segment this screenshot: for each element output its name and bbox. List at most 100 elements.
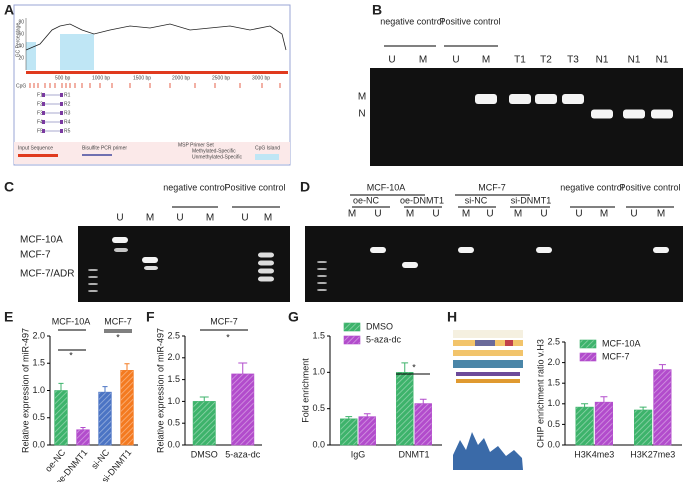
group-label: negative control xyxy=(380,16,444,26)
lane-label: N1 xyxy=(628,55,641,66)
row-label: MCF-10A xyxy=(20,235,63,246)
ruler-label: 500 bp xyxy=(55,75,71,81)
primer xyxy=(60,111,63,115)
y-tick-label: 1.5 xyxy=(312,330,325,340)
primer-label: F3 xyxy=(37,110,43,116)
lane-label: T3 xyxy=(567,55,579,66)
cpg-island xyxy=(26,42,36,70)
y-tick-label: 0.5 xyxy=(312,403,325,413)
row-label: MCF-7/ADR xyxy=(20,269,74,280)
error-bar xyxy=(419,398,427,404)
track xyxy=(456,372,520,376)
y-label: GC Percentage xyxy=(15,23,21,58)
primer xyxy=(42,111,45,115)
gel-band xyxy=(317,261,327,263)
track xyxy=(453,330,523,338)
track xyxy=(505,340,513,346)
gel-band xyxy=(258,252,274,258)
gel-band xyxy=(114,248,128,252)
cell-label: MCF-10A xyxy=(367,182,406,192)
gel-band xyxy=(88,290,98,292)
frame xyxy=(13,4,291,166)
panel-a: GC Percentage 80 60 40 20 500 bp 1000 bp… xyxy=(13,4,291,166)
y-tick-label: 1.0 xyxy=(547,398,560,408)
gel-band xyxy=(535,94,557,104)
gel-band xyxy=(317,282,327,284)
legend-label: MCF-7 xyxy=(602,351,630,361)
bar xyxy=(414,403,432,446)
legend-label: Bisulfite PCR primer xyxy=(82,145,127,151)
bar xyxy=(231,373,255,446)
y-tick: 40 xyxy=(18,43,24,49)
y-tick: 80 xyxy=(18,19,24,25)
x-tick-label: H3K27me3 xyxy=(630,449,675,459)
y-axis-label: CHIP enrichment ratio v.H3 xyxy=(535,339,545,448)
bar xyxy=(396,372,414,446)
gel-band xyxy=(623,109,645,119)
bar xyxy=(594,401,613,446)
lane-label: M xyxy=(657,209,665,220)
gel-band xyxy=(258,260,274,266)
ruler-label: 3000 bp xyxy=(252,75,270,81)
gel-band xyxy=(317,275,327,277)
sequence-bar xyxy=(26,71,288,74)
primer xyxy=(60,120,63,124)
gel-band xyxy=(88,283,98,285)
error-bar xyxy=(658,364,666,370)
gel-band xyxy=(591,109,613,119)
ruler-label: 2000 bp xyxy=(172,75,190,81)
lanes: U M U M T1 T2 T3 N1 N1 N1 xyxy=(388,55,673,119)
y-axis-label: Fold enrichment xyxy=(300,358,310,423)
y-tick-label: 0.5 xyxy=(32,412,45,422)
bar xyxy=(358,416,376,446)
y-tick-label: 1.5 xyxy=(167,374,180,384)
bar xyxy=(76,429,90,446)
band-label: N xyxy=(358,109,365,120)
lane-label: M xyxy=(600,209,608,220)
gel-band xyxy=(651,109,673,119)
panel-letter: C xyxy=(4,179,14,195)
signal xyxy=(453,432,523,470)
gel-band xyxy=(112,237,128,243)
lane-label: U xyxy=(241,213,248,224)
annotation: MCF-7 xyxy=(210,316,238,326)
lane-label: U xyxy=(176,213,183,224)
primer xyxy=(42,93,45,97)
y-axis-label: Relative expression of miR-497 xyxy=(155,328,165,453)
lane-label: U xyxy=(486,209,493,220)
sub-label: oe-DNMT1 xyxy=(400,195,444,205)
lane-label: U xyxy=(630,209,637,220)
primer-label: R1 xyxy=(64,92,71,98)
bar xyxy=(54,390,68,446)
cpg-sites xyxy=(29,83,281,88)
y-tick-label: 2.5 xyxy=(167,330,180,340)
legend-key xyxy=(18,154,58,157)
y-tick-label: 0.5 xyxy=(547,419,560,429)
annotation: * xyxy=(69,350,73,360)
group-label: negative control xyxy=(163,182,227,192)
group-label: Positive control xyxy=(619,182,680,192)
bar xyxy=(192,401,216,446)
bar xyxy=(634,409,653,446)
y-tick-label: 1.0 xyxy=(167,396,180,406)
legend-label: 5-aza-dc xyxy=(366,334,402,344)
lane-label: M xyxy=(348,209,356,220)
lane-label: T1 xyxy=(514,55,526,66)
legend-label: Methylated-Specific xyxy=(192,148,236,154)
ruler-label: 1000 bp xyxy=(92,75,110,81)
x-tick-label: 5-aza-dc xyxy=(225,449,261,459)
gel-band xyxy=(317,268,327,270)
error-bar xyxy=(401,362,409,373)
group-label: Positive control xyxy=(439,16,500,26)
gel-band xyxy=(562,94,584,104)
primer-label: R5 xyxy=(64,128,71,134)
lane-label: M xyxy=(146,213,154,224)
primer xyxy=(60,93,63,97)
legend-label: MSP Primer Set xyxy=(178,142,214,148)
legend-key xyxy=(255,154,279,160)
primer-label: F1 xyxy=(37,92,43,98)
error-bar xyxy=(80,427,86,430)
error-bar xyxy=(124,363,130,371)
